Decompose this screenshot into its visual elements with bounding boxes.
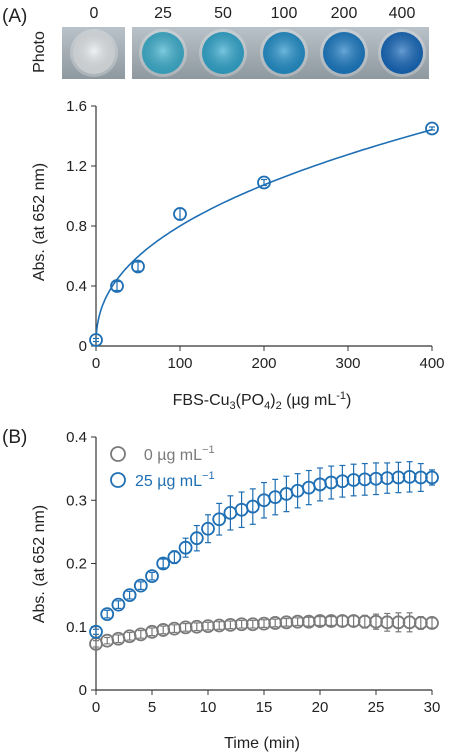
chart-b-x-tick-label: 30 xyxy=(424,699,441,716)
chart-b-ylabel: Abs. (at 652 nm) xyxy=(31,505,48,623)
chart-b-xlabel: Time (min) xyxy=(224,735,300,752)
panel-b-label: (B) xyxy=(2,427,27,448)
chart-b-point xyxy=(245,499,260,514)
chart-a-y-tick-label: 0.8 xyxy=(66,218,87,235)
legend-label: 0 µg mL−1 xyxy=(135,444,215,464)
chart-a: 0 100 200 300 400 0 0.4 0.8 1.2 1.6 Abs. (at 652 … xyxy=(31,98,445,412)
chart-a-xlabel: FBS-Cu3(PO4)2 (µg mL-1) xyxy=(173,390,352,412)
chart-b-x-tick-label: 10 xyxy=(200,699,217,716)
chart-b-point xyxy=(133,578,148,593)
chart-b-point xyxy=(425,470,439,485)
xlabel-sub2: 4 xyxy=(264,400,270,412)
xlabel-mid: (PO xyxy=(236,392,264,409)
chart-b: 0 5 10 15 20 25 30 0 0.1 0.2 0.3 0.4 0 µg mL−1 25 µg… xyxy=(31,429,440,752)
chart-b-x-tick-label: 15 xyxy=(256,699,273,716)
xlabel-unit: (µg mL xyxy=(282,392,337,409)
xlabel-sub3: 2 xyxy=(276,400,282,412)
well-shading xyxy=(202,32,244,74)
panel-a-label: (A) xyxy=(2,6,27,27)
well-label: 400 xyxy=(389,5,416,22)
chart-a-point xyxy=(131,259,145,274)
chart-a-point xyxy=(110,279,124,293)
chart-b-x-tick-label: 20 xyxy=(312,699,329,716)
chart-b-point xyxy=(189,531,204,546)
chart-b-y-tick-label: 0.4 xyxy=(66,429,87,446)
well-shading xyxy=(73,32,115,74)
chart-a-x-tick-label: 200 xyxy=(251,355,276,372)
chart-a-point xyxy=(425,121,439,136)
chart-a-x-tick-label: 0 xyxy=(92,355,100,372)
chart-a-x-tick-label: 300 xyxy=(335,355,360,372)
chart-b-point xyxy=(156,556,171,571)
well-label: 50 xyxy=(214,5,232,22)
well-label: 200 xyxy=(331,5,358,22)
chart-a-x-tick-label: 400 xyxy=(419,355,444,372)
xlabel-main: FBS-Cu xyxy=(173,392,230,409)
well-shading xyxy=(142,32,184,74)
xlabel-end: ) xyxy=(346,392,351,409)
well-label: 25 xyxy=(154,5,172,22)
chart-b-x-tick-label: 25 xyxy=(368,699,385,716)
chart-b-x-tick-label: 5 xyxy=(148,699,156,716)
chart-b-point xyxy=(201,521,215,536)
chart-b-point xyxy=(111,597,126,612)
chart-b-x-tick-label: 0 xyxy=(92,699,100,716)
xlabel-sup: -1 xyxy=(336,390,346,402)
chart-b-y-tick-label: 0 xyxy=(79,682,87,699)
chart-a-fit-line xyxy=(95,128,433,334)
chart-a-ylabel: Abs. (at 652 nm) xyxy=(31,163,48,281)
chart-b-point xyxy=(425,616,439,630)
chart-b-point xyxy=(178,540,193,555)
chart-b-y-tick-label: 0.1 xyxy=(66,619,87,636)
chart-a-y-tick-label: 1.6 xyxy=(66,98,87,115)
chart-a-x-tick-label: 100 xyxy=(167,355,192,372)
chart-a-point xyxy=(173,207,187,221)
well-shading xyxy=(263,32,305,74)
chart-a-point xyxy=(257,175,271,190)
well-shading xyxy=(381,32,423,74)
chart-b-y-tick-label: 0.2 xyxy=(66,556,87,573)
chart-a-y-tick-label: 1.2 xyxy=(66,158,87,175)
well-shading xyxy=(323,32,365,74)
photo-label: Photo xyxy=(31,31,48,73)
well-label: 100 xyxy=(271,5,298,22)
chart-b-point xyxy=(89,624,103,639)
legend-marker xyxy=(110,472,126,488)
chart-a-y-tick-label: 0.4 xyxy=(66,278,87,295)
chart-b-point xyxy=(167,550,182,565)
photo-strip: 0 25 50 100 200 400 xyxy=(62,5,429,79)
well-label: 0 xyxy=(90,5,99,22)
xlabel-sub1: 3 xyxy=(230,400,236,412)
chart-a-point xyxy=(89,333,103,347)
chart-b-point xyxy=(212,512,227,527)
chart-b-point xyxy=(122,588,137,603)
chart-b-point xyxy=(145,569,159,584)
chart-b-y-tick-label: 0.3 xyxy=(66,492,87,509)
legend-label: 25 µg mL−1 xyxy=(135,470,215,490)
xlabel-mid2: ) xyxy=(270,392,275,409)
legend-marker xyxy=(110,446,126,462)
chart-a-y-tick-label: 0 xyxy=(79,338,87,355)
chart-b-point xyxy=(100,607,115,621)
